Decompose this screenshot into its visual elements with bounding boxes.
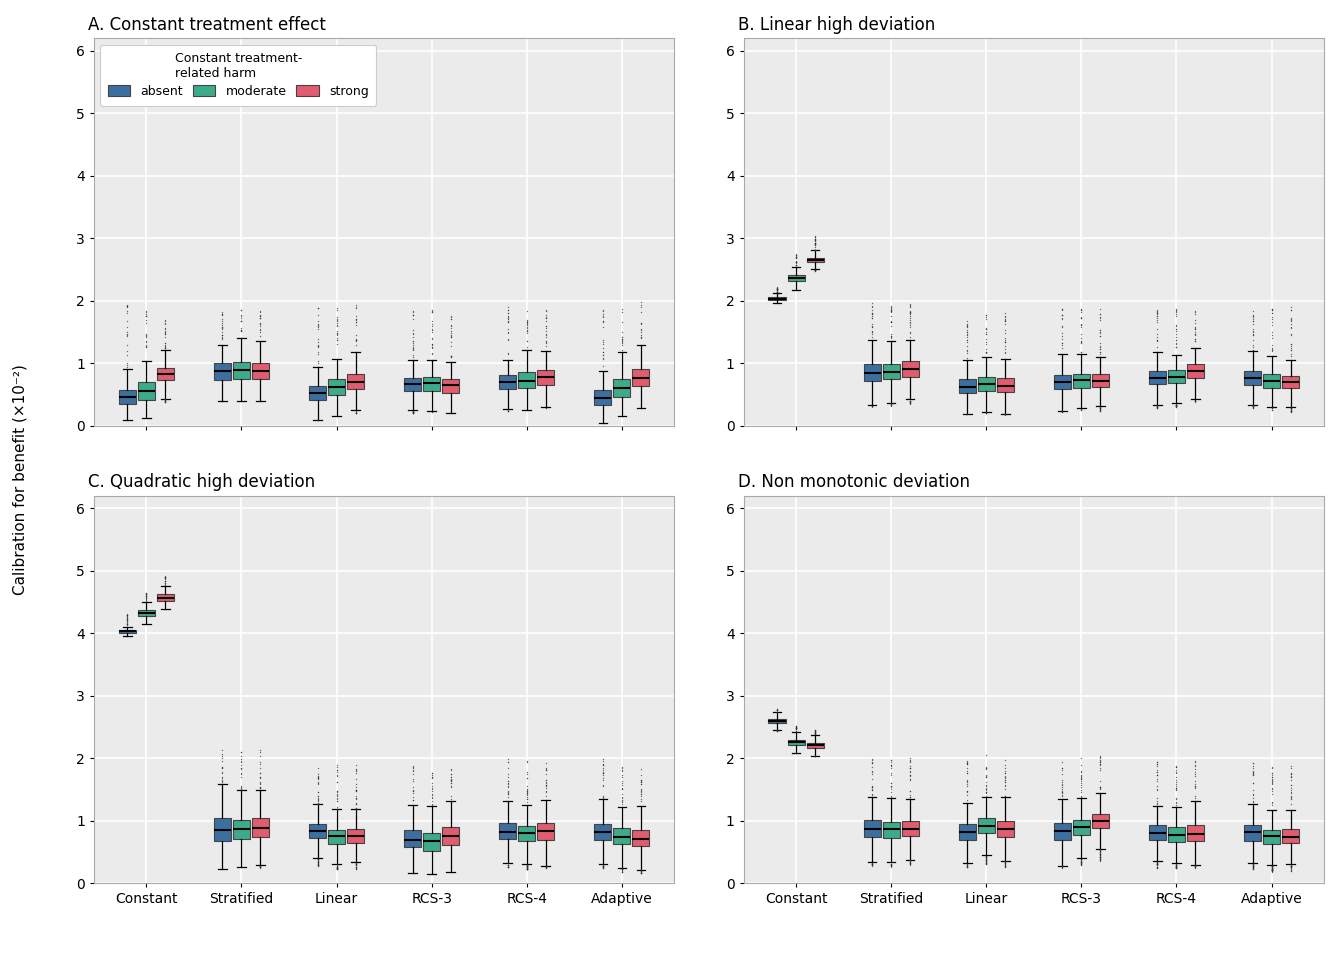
PathPatch shape (883, 822, 899, 838)
PathPatch shape (118, 390, 136, 404)
PathPatch shape (214, 818, 231, 841)
PathPatch shape (442, 378, 460, 393)
PathPatch shape (538, 370, 554, 385)
PathPatch shape (788, 740, 805, 745)
Text: Calibration for benefit (×10⁻²): Calibration for benefit (×10⁻²) (12, 365, 28, 595)
PathPatch shape (1245, 826, 1261, 841)
PathPatch shape (328, 829, 345, 844)
PathPatch shape (538, 823, 554, 840)
PathPatch shape (613, 378, 630, 397)
PathPatch shape (405, 378, 421, 391)
PathPatch shape (519, 826, 535, 841)
PathPatch shape (328, 378, 345, 395)
PathPatch shape (1149, 826, 1167, 840)
Text: C. Quadratic high deviation: C. Quadratic high deviation (89, 473, 316, 492)
PathPatch shape (1091, 814, 1109, 828)
PathPatch shape (632, 370, 649, 386)
PathPatch shape (423, 832, 441, 851)
Text: B. Linear high deviation: B. Linear high deviation (738, 16, 935, 34)
PathPatch shape (864, 821, 880, 837)
PathPatch shape (902, 821, 919, 836)
PathPatch shape (442, 828, 460, 845)
PathPatch shape (118, 630, 136, 633)
PathPatch shape (864, 364, 880, 381)
PathPatch shape (251, 818, 269, 837)
Text: D. Non monotonic deviation: D. Non monotonic deviation (738, 473, 970, 492)
PathPatch shape (1073, 374, 1090, 388)
PathPatch shape (977, 818, 995, 833)
PathPatch shape (1091, 373, 1109, 387)
PathPatch shape (1054, 375, 1071, 390)
PathPatch shape (883, 364, 899, 379)
PathPatch shape (632, 829, 649, 846)
PathPatch shape (977, 377, 995, 391)
PathPatch shape (958, 825, 976, 840)
PathPatch shape (499, 824, 516, 839)
PathPatch shape (347, 374, 364, 389)
PathPatch shape (806, 743, 824, 748)
PathPatch shape (405, 830, 421, 848)
PathPatch shape (594, 391, 612, 405)
PathPatch shape (309, 386, 327, 399)
PathPatch shape (1168, 828, 1185, 842)
PathPatch shape (958, 379, 976, 394)
PathPatch shape (1263, 830, 1279, 844)
PathPatch shape (423, 377, 441, 391)
PathPatch shape (519, 372, 535, 388)
PathPatch shape (806, 257, 824, 262)
PathPatch shape (613, 828, 630, 844)
PathPatch shape (157, 368, 173, 380)
PathPatch shape (1263, 374, 1279, 388)
PathPatch shape (157, 594, 173, 601)
PathPatch shape (233, 362, 250, 379)
PathPatch shape (594, 824, 612, 840)
Text: A. Constant treatment effect: A. Constant treatment effect (89, 16, 327, 34)
PathPatch shape (214, 363, 231, 379)
PathPatch shape (138, 382, 155, 399)
PathPatch shape (769, 297, 786, 300)
PathPatch shape (1282, 375, 1300, 389)
PathPatch shape (1168, 370, 1185, 383)
PathPatch shape (788, 276, 805, 281)
PathPatch shape (997, 821, 1013, 837)
PathPatch shape (1187, 364, 1204, 378)
PathPatch shape (347, 829, 364, 843)
PathPatch shape (1054, 823, 1071, 840)
PathPatch shape (309, 825, 327, 838)
PathPatch shape (997, 378, 1013, 393)
PathPatch shape (233, 820, 250, 839)
PathPatch shape (1245, 372, 1261, 385)
PathPatch shape (769, 719, 786, 723)
PathPatch shape (1149, 371, 1167, 384)
PathPatch shape (1187, 825, 1204, 841)
PathPatch shape (138, 610, 155, 615)
PathPatch shape (499, 375, 516, 389)
PathPatch shape (251, 363, 269, 379)
PathPatch shape (902, 362, 919, 376)
PathPatch shape (1282, 829, 1300, 843)
PathPatch shape (1073, 820, 1090, 835)
Legend: absent, moderate, strong: absent, moderate, strong (101, 45, 376, 106)
